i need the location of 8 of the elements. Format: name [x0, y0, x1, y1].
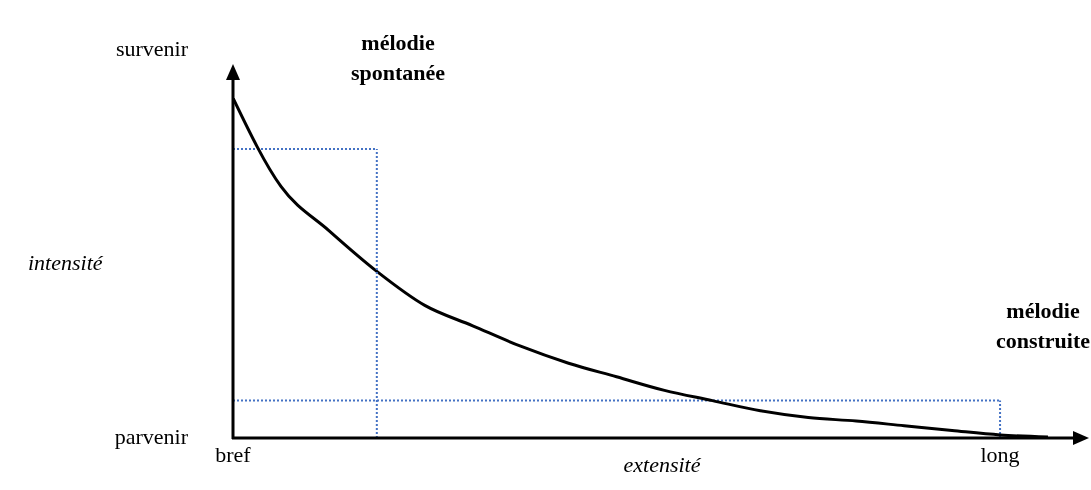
annotation: mélodie construite	[995, 298, 1091, 353]
text: intensité	[28, 250, 104, 275]
text: survenir	[115, 36, 189, 61]
x-tick-label: bref	[215, 441, 252, 467]
text: mélodie spontanée	[350, 30, 446, 85]
text: parvenir	[114, 424, 189, 449]
x-tick-label: long	[980, 441, 1020, 467]
x-axis-title: extensité	[623, 452, 702, 477]
